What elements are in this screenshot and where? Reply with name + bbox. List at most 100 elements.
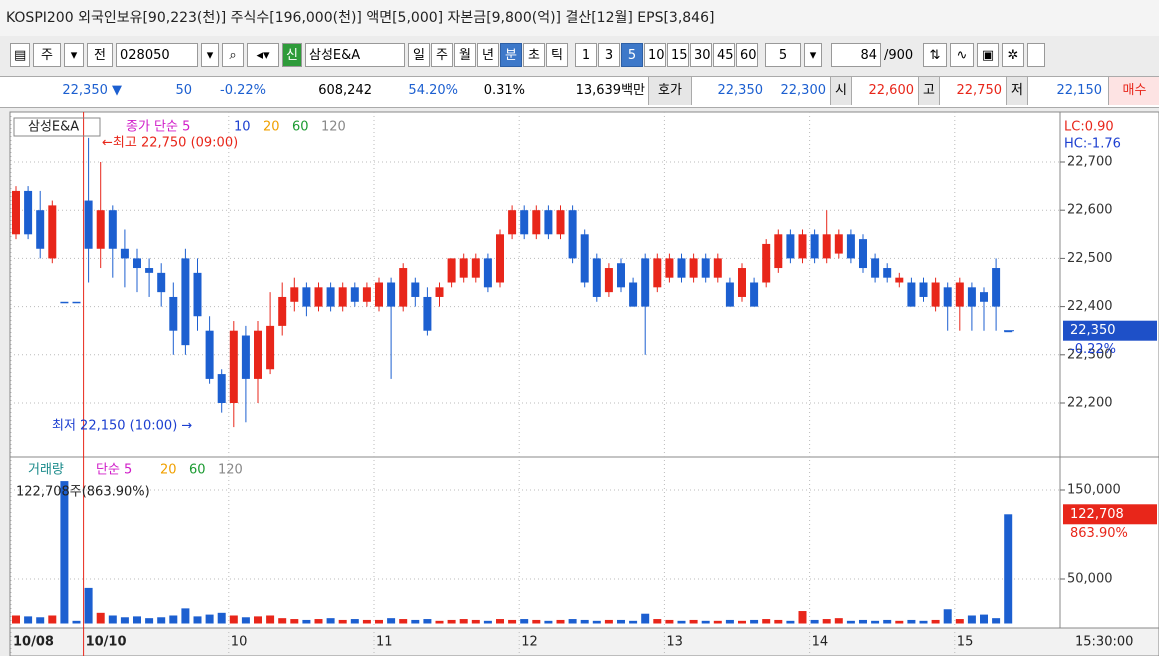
candle-body [471,258,480,278]
volume-bar [108,615,117,624]
candle-body [12,190,20,235]
volume-bar [411,619,420,624]
volume-bar [24,616,33,624]
sound-button[interactable]: ◂▾ [247,43,279,67]
volume-current-pct: 863.90% [1070,526,1128,541]
bid: 22,300 [780,83,827,98]
badge: 신 [282,43,302,67]
candle-body [266,325,275,370]
volume-bar [568,619,577,624]
mode-button[interactable]: 전 [87,43,113,67]
dropdown[interactable]: ▾ [804,43,822,67]
toggle-button[interactable]: 분 [500,43,522,67]
volume-bar [471,619,480,624]
tool-button[interactable]: ⇅ [923,43,947,67]
candle-body [133,258,141,269]
buy-button[interactable]: 매수 [1108,77,1159,105]
candle-body [931,282,940,307]
dropdown[interactable]: ▾ [201,43,219,67]
volume-bar [399,619,408,624]
toggle-button[interactable]: 60 [736,43,758,67]
high: 22,750 [956,83,1003,98]
candle-body [483,258,492,288]
icon-button[interactable]: ▤ [10,43,30,67]
candle-body [544,210,553,235]
volume-bar [955,619,964,624]
search-button[interactable]: ⌕ [222,43,244,67]
settings-button[interactable]: ✲ [1002,43,1024,67]
candle-body [992,268,1001,307]
toggle-button[interactable]: 초 [523,43,545,67]
volume-bar [314,619,323,624]
candle-body [713,258,722,278]
candle-body [653,258,662,288]
candle-body [580,234,589,283]
volume-ma-period: 20 [160,463,177,478]
volume-bar [181,608,190,624]
candle-body [217,374,226,403]
volume-note: 122,708주(863.90%) [16,485,150,500]
dropdown[interactable]: ▾ [64,43,84,67]
volume-bar [254,616,262,624]
amount: 13,639백만 [575,83,645,98]
market-select[interactable]: 주 [33,43,61,67]
toggle-button[interactable]: 1 [575,43,597,67]
toggle-button[interactable]: 15 [667,43,689,67]
candle-body [278,296,287,326]
date-label: 11 [376,635,393,650]
volume-bar [738,620,746,624]
price: 22,350 ▼ [62,83,122,98]
candle-body [895,277,904,283]
volume-bar [375,619,383,624]
candle-body [48,205,57,259]
candle-body [701,258,710,278]
volume-ma: 단순 5 [96,463,132,478]
candle-body [326,287,335,307]
volume-bar [810,619,819,624]
volume-bar [641,613,650,624]
volume-bar [859,619,867,624]
ratio: 54.20% [408,83,458,98]
volume-bar [592,620,601,624]
toggle-button[interactable]: 일 [408,43,430,67]
open: 22,600 [868,83,915,98]
view-count[interactable]: 84 [831,43,881,67]
volume-bar [1004,514,1013,624]
toggle-button[interactable]: 틱 [546,43,568,67]
change-pct: -0.22% [220,83,266,98]
toggle-button[interactable]: 45 [713,43,735,67]
volume-bar [967,615,976,624]
volume-bar [907,619,916,624]
code-input[interactable]: 028050 [116,43,198,67]
interval-group: 1 3 5 10 15 30 45 60 [575,43,758,67]
plot-background [9,111,1159,629]
count-select[interactable]: 5 [765,43,801,67]
volume-bar [217,612,226,624]
checkbox[interactable] [1027,43,1045,67]
save-button[interactable]: ▣ [977,43,999,67]
volume-bar [677,620,686,624]
toggle-button[interactable]: 5 [621,43,643,67]
current-pct-label: -0.22% [1070,342,1116,357]
volume-bar [725,619,734,624]
ask: 22,350 [717,83,764,98]
candle-body [302,287,311,307]
toggle-button[interactable]: 10 [644,43,666,67]
toggle-button[interactable]: 월 [454,43,476,67]
candle-body [314,287,323,307]
volume-bar [435,620,444,624]
volume-current-box [1063,504,1157,525]
toggle-button[interactable]: 년 [477,43,499,67]
toggle-button[interactable]: 3 [598,43,620,67]
toggle-button[interactable]: 주 [431,43,453,67]
volume-bar [653,619,662,624]
candle-body [859,239,867,269]
candle-body [241,335,250,379]
toggle-button[interactable]: 30 [690,43,712,67]
ask-label: 호가 [648,77,692,105]
stock-name[interactable]: 삼성E&A [305,43,405,67]
quote-bar: 22,350 ▼ 50 -0.22% 608,242 54.20% 0.31% … [0,76,1159,108]
tool-button[interactable]: ∿ [950,43,974,67]
